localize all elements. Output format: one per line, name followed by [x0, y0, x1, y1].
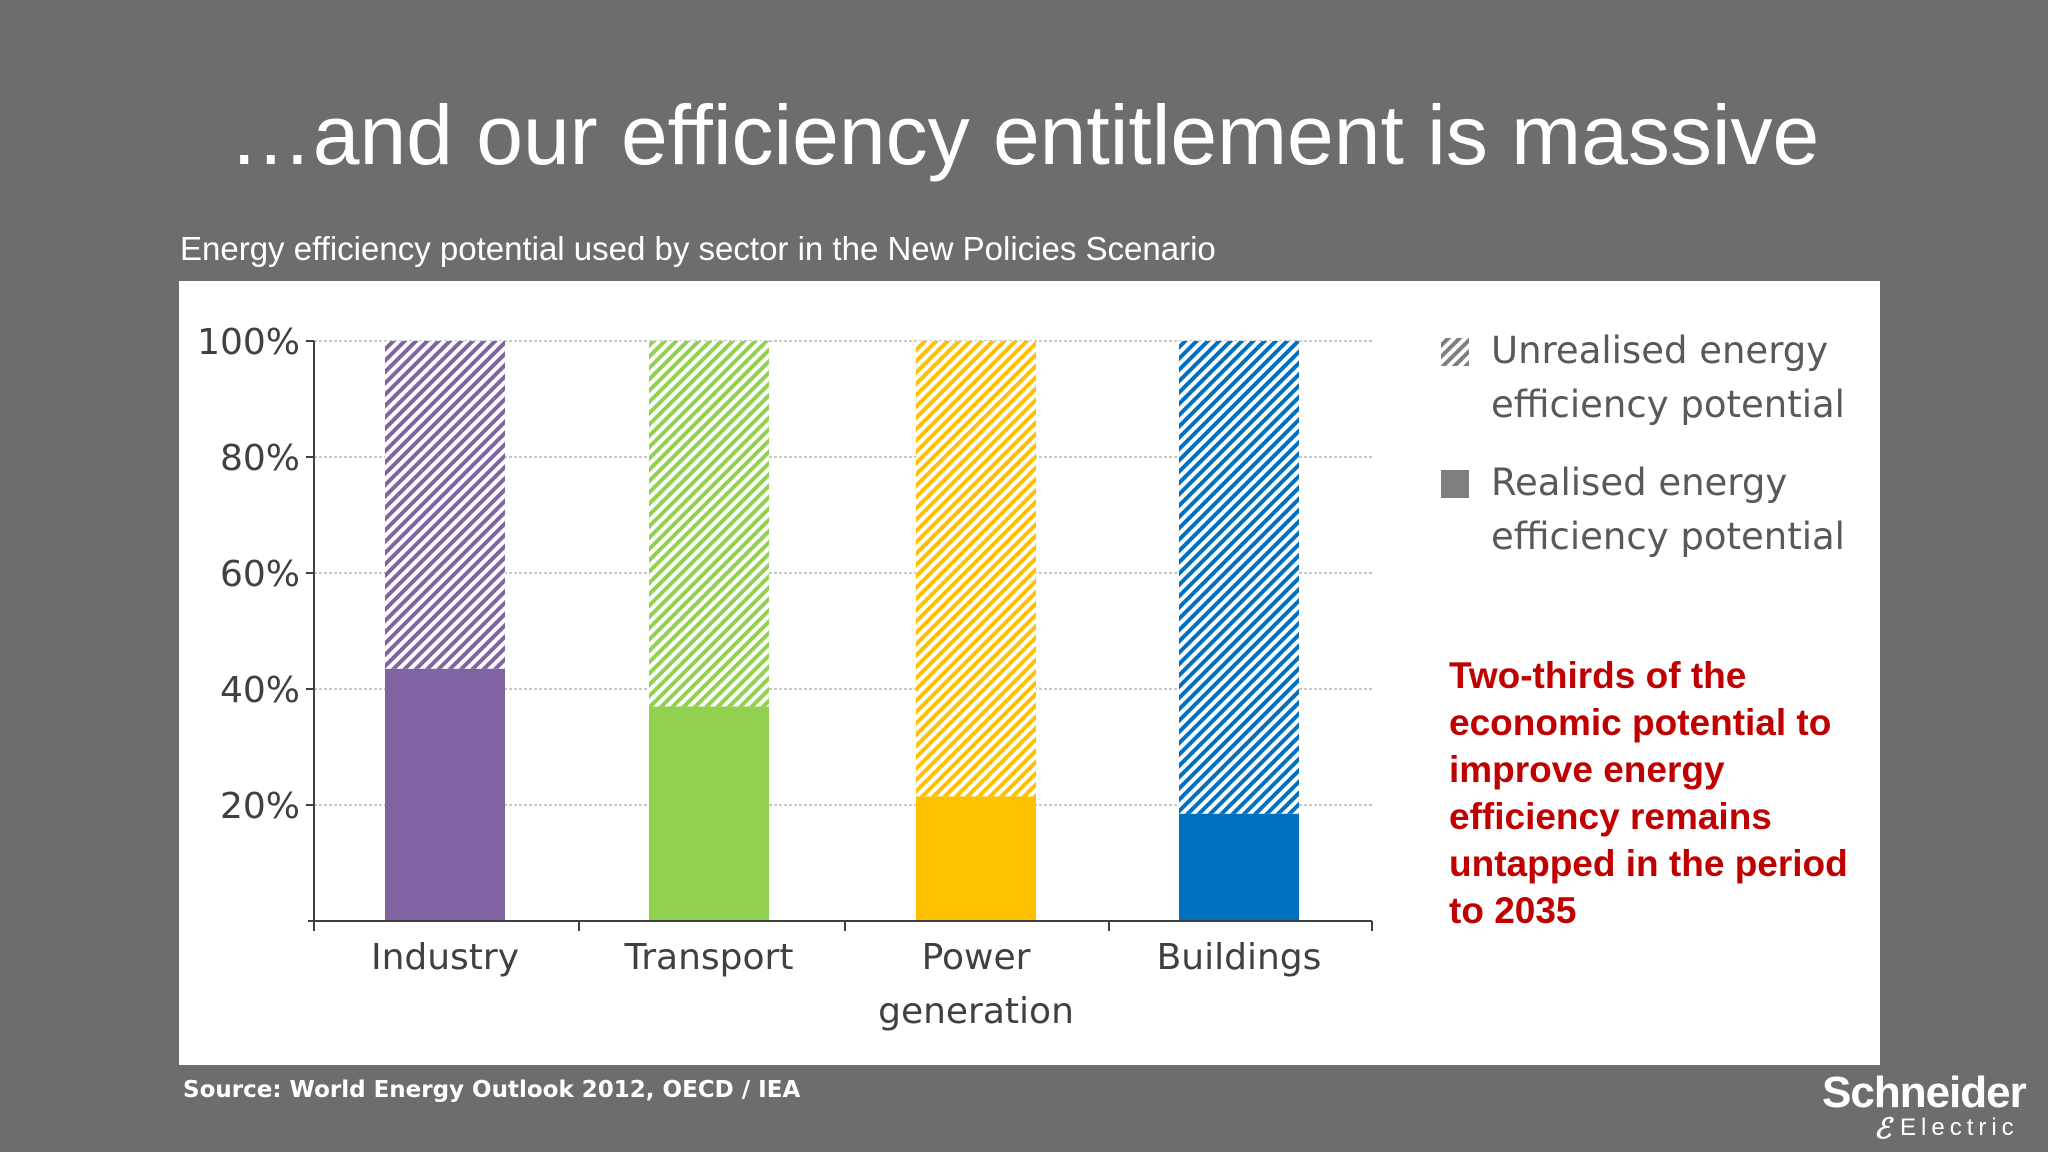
bar-unrealised — [1179, 341, 1299, 814]
chart-panel: 100% 80% 60% 40% 20% Industry Transport Power ge… — [179, 281, 1880, 1065]
logo-mark-icon: ℰ — [1874, 1113, 1891, 1144]
y-tick-label: 100% — [197, 322, 300, 363]
y-tick-label: 20% — [220, 786, 300, 827]
bar-realised — [916, 796, 1036, 921]
y-tick-label: 80% — [220, 438, 300, 479]
bar-realised — [649, 706, 769, 921]
slide-title: …and our efficiency entitlement is massi… — [228, 88, 1820, 182]
legend-label: efficiency potential — [1491, 515, 1845, 558]
logo-wordmark-top: Schneider — [1822, 1068, 2027, 1117]
source-note: Source: World Energy Outlook 2012, OECD … — [183, 1077, 801, 1103]
bar-realised — [1179, 813, 1299, 921]
bar-unrealised — [916, 341, 1036, 797]
x-tick-label: Transport — [624, 937, 794, 978]
chart: 100% 80% 60% 40% 20% Industry Transport Power ge… — [197, 322, 1845, 1032]
bar-unrealised — [385, 341, 505, 669]
y-tick-label: 40% — [220, 670, 300, 711]
legend-label: Unrealised energy — [1491, 329, 1828, 372]
logo-wordmark-bottom: Electric — [1900, 1114, 2019, 1141]
legend-swatch — [1441, 470, 1469, 498]
x-tick-label: generation — [878, 991, 1074, 1032]
callout-text: Two-thirds of the economic potential to … — [1449, 655, 1848, 931]
x-tick-label: Buildings — [1157, 937, 1322, 978]
schneider-electric-logo: Schneider ℰ Electric — [1818, 1068, 2030, 1144]
legend-label: efficiency potential — [1491, 383, 1845, 426]
bar-unrealised — [649, 341, 769, 707]
y-tick-label: 60% — [220, 554, 300, 595]
legend-swatch — [1441, 338, 1469, 366]
legend-label: Realised energy — [1491, 461, 1787, 504]
x-tick-label: Industry — [371, 937, 519, 978]
bar-realised — [385, 668, 505, 921]
x-tick-label: Power — [922, 937, 1031, 978]
chart-subtitle: Energy efficiency potential used by sect… — [180, 230, 1216, 267]
